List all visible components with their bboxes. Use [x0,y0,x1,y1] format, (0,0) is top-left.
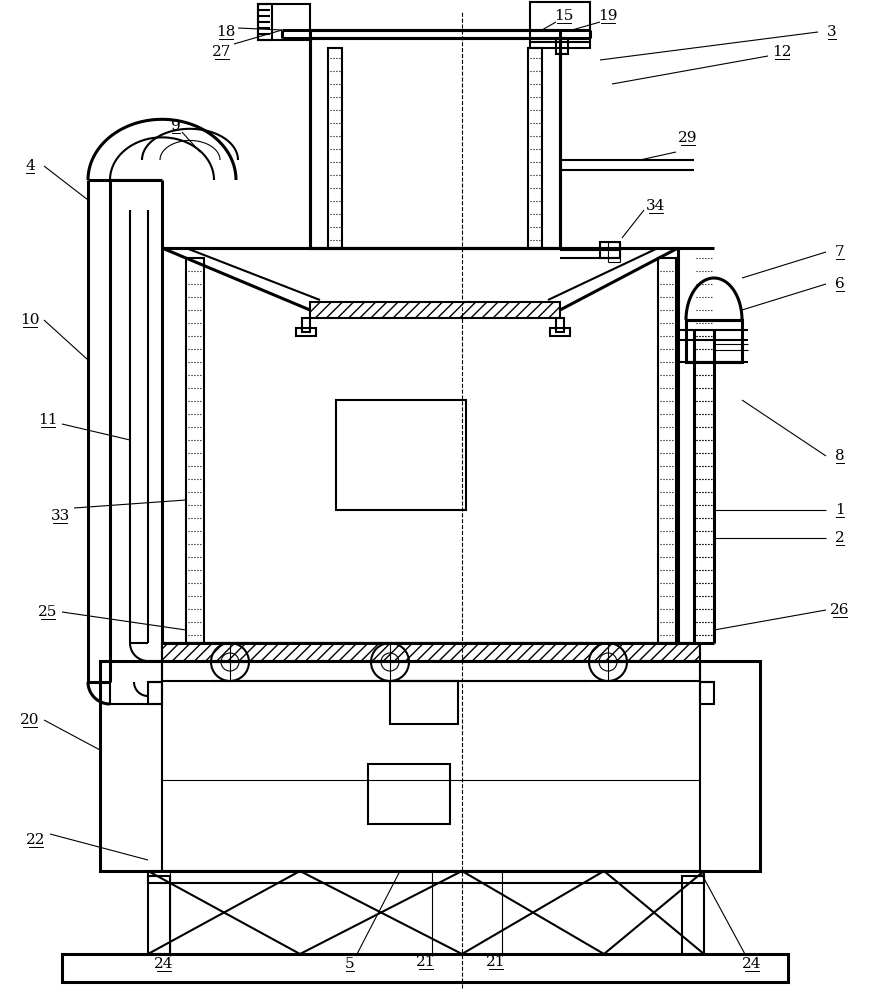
Text: 27: 27 [212,45,231,59]
Bar [162,248,678,643]
Text: 5: 5 [345,957,355,971]
Text: 24: 24 [154,957,173,971]
Bar [556,318,564,332]
Bar [162,643,700,681]
Bar [390,681,458,724]
Bar [162,643,700,661]
Text: 12: 12 [773,45,792,59]
Bar [328,48,342,248]
Text: 25: 25 [39,605,58,619]
Bar [310,30,560,248]
Bar [148,682,162,704]
Text: 20: 20 [20,713,40,727]
Text: 22: 22 [26,833,46,847]
Text: 4: 4 [26,159,35,173]
Text: 2: 2 [835,531,845,545]
Bar [62,954,788,982]
Text: 21: 21 [487,955,506,969]
Bar [700,682,714,704]
Text: 34: 34 [646,199,665,213]
Bar [186,258,204,643]
Text: 29: 29 [678,131,698,145]
Text: 7: 7 [835,245,845,259]
Bar [258,4,272,40]
Bar [368,764,450,824]
Text: 15: 15 [554,9,574,23]
Bar [336,400,466,510]
Bar [550,328,570,336]
Text: 19: 19 [598,9,618,23]
Bar [100,661,760,871]
Text: 18: 18 [216,25,236,39]
Text: 26: 26 [830,603,850,617]
Text: 8: 8 [835,449,845,463]
Bar [148,876,170,954]
Text: 6: 6 [835,277,845,291]
Bar [530,2,590,48]
Text: 33: 33 [50,509,70,523]
Text: 24: 24 [742,957,762,971]
Text: 21: 21 [416,955,436,969]
Bar [686,320,742,362]
Bar [310,38,560,248]
Bar [296,328,316,336]
Bar [556,38,568,54]
Bar [302,318,310,332]
Text: 1: 1 [835,503,845,517]
Bar [258,4,310,40]
Text: 9: 9 [171,119,181,133]
Bar [658,258,676,643]
Bar [682,876,704,954]
Bar [148,871,704,883]
Text: 10: 10 [20,313,40,327]
Text: 11: 11 [38,413,58,427]
Bar [600,242,620,258]
Bar [528,48,542,248]
Bar [310,302,560,318]
Text: 3: 3 [827,25,837,39]
